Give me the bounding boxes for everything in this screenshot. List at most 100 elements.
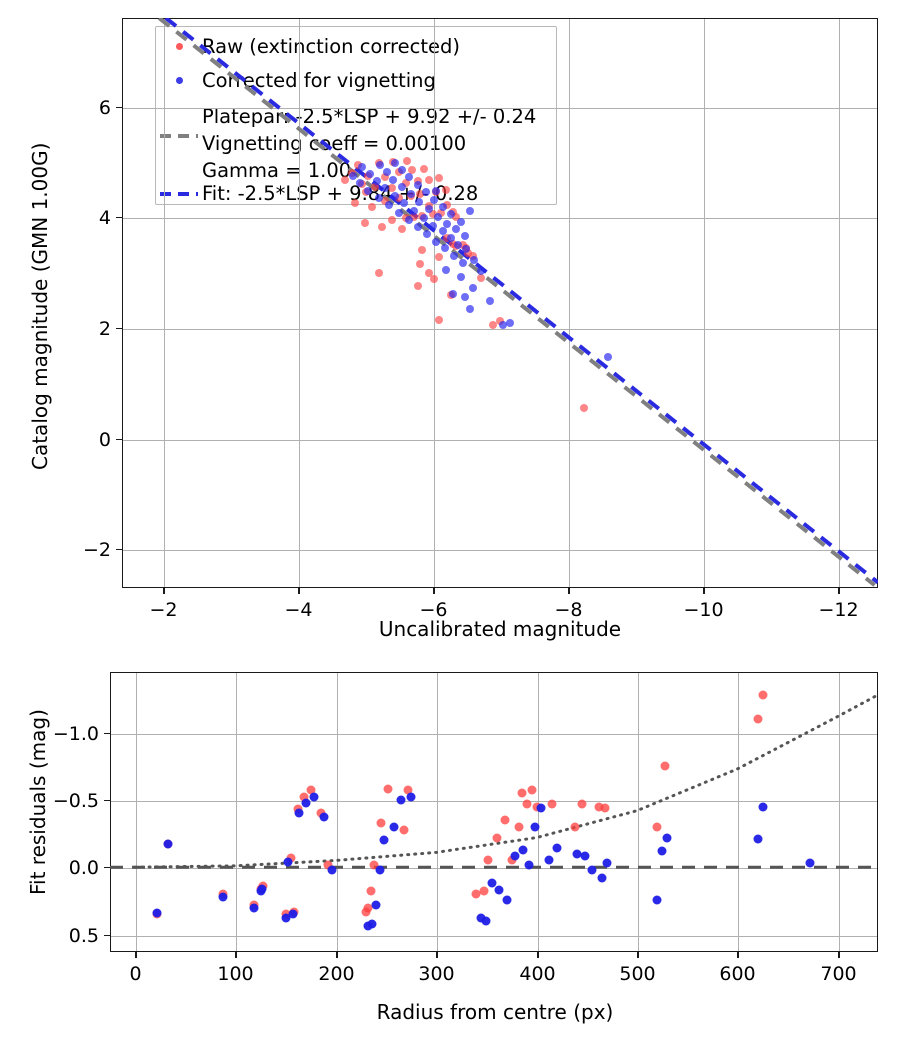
blue-dot-marker-icon [156,77,202,84]
tick-label-x: 700 [820,963,857,985]
data-point [163,839,173,849]
tick-y [104,732,110,735]
data-point [327,865,337,875]
data-point [409,206,418,215]
data-point [458,258,467,267]
tick-label-x: −4 [284,599,313,621]
tick-y [104,934,110,937]
data-point [470,256,479,265]
data-point [366,886,376,896]
tick-label-y: 6 [98,96,111,119]
tick-label-y: −1.0 [52,722,99,745]
data-point [400,199,409,208]
data-point [438,227,447,236]
gridline-vertical [838,673,840,951]
data-point [522,799,532,809]
data-point [436,208,445,217]
tick-y [116,548,122,551]
chart-line-overlay [110,693,878,869]
tick-x [838,952,840,958]
data-point [443,219,452,228]
data-point [379,835,389,845]
data-point [401,178,410,187]
gridline-vertical [703,19,705,587]
data-point [294,808,304,818]
data-point [363,903,373,913]
data-point [376,818,386,828]
tick-label-x: 300 [418,963,455,985]
data-point [518,845,528,855]
data-point [577,799,587,809]
data-point [423,229,432,238]
data-point [218,892,228,902]
data-point [435,315,444,324]
data-point [425,268,434,277]
gridline-vertical [838,19,840,587]
data-point [409,213,418,222]
data-point [301,798,311,808]
calibration-yaxis-label: Catalog magnitude (GMN 1.00G) [28,142,52,470]
data-point [431,238,440,247]
blue-dashed-line-icon [156,191,202,197]
data-point [443,234,452,243]
data-point [536,803,546,813]
data-point [460,232,469,241]
data-point [604,352,612,361]
data-point [485,297,494,306]
tick-x [163,588,165,594]
data-point [463,249,472,258]
data-point [421,188,430,197]
data-point [281,913,291,923]
data-point [404,215,413,224]
data-point [580,404,589,413]
data-point [152,908,162,918]
gridline-vertical [298,19,300,587]
tick-x [737,952,739,958]
data-point [428,210,437,219]
data-point [413,181,422,190]
data-point [524,860,534,869]
data-point [433,213,442,222]
data-point [416,260,425,269]
data-point [440,243,449,252]
tick-label-x: −12 [818,599,859,621]
data-point [381,196,390,205]
data-point [448,289,457,298]
data-point [580,851,590,861]
data-point [394,208,403,217]
tick-label-x: 400 [519,963,556,985]
data-point [483,855,493,865]
red-dot-marker-icon [156,43,202,50]
data-point [469,251,477,260]
gridline-vertical [235,673,237,951]
data-point [753,834,763,844]
tick-y [104,799,110,802]
tick-label-y: −0.5 [52,789,99,812]
data-point [374,193,383,202]
data-point [375,160,384,169]
data-point [597,873,607,883]
data-point [454,240,463,249]
data-point [587,865,597,875]
data-point [477,267,486,276]
data-point [435,253,444,262]
data-point [462,245,471,254]
tick-label-x: −2 [149,599,178,621]
data-point [366,170,375,179]
data-point [355,178,364,187]
data-point [456,272,465,281]
tick-x [298,588,300,594]
data-point [530,822,540,832]
data-point [369,860,379,869]
tick-label-y: 2 [98,317,111,340]
tick-label-x: 0 [129,963,142,985]
data-point [413,282,422,291]
data-point [594,802,604,812]
data-point [662,833,672,843]
legend-entry-platepar: Platepar: -2.5*LSP + 9.92 +/- 0.24 Vigne… [156,103,536,184]
data-point [350,199,359,208]
data-point [383,784,393,794]
data-point [487,878,497,888]
data-point [406,189,415,198]
gridline-vertical [737,673,739,951]
